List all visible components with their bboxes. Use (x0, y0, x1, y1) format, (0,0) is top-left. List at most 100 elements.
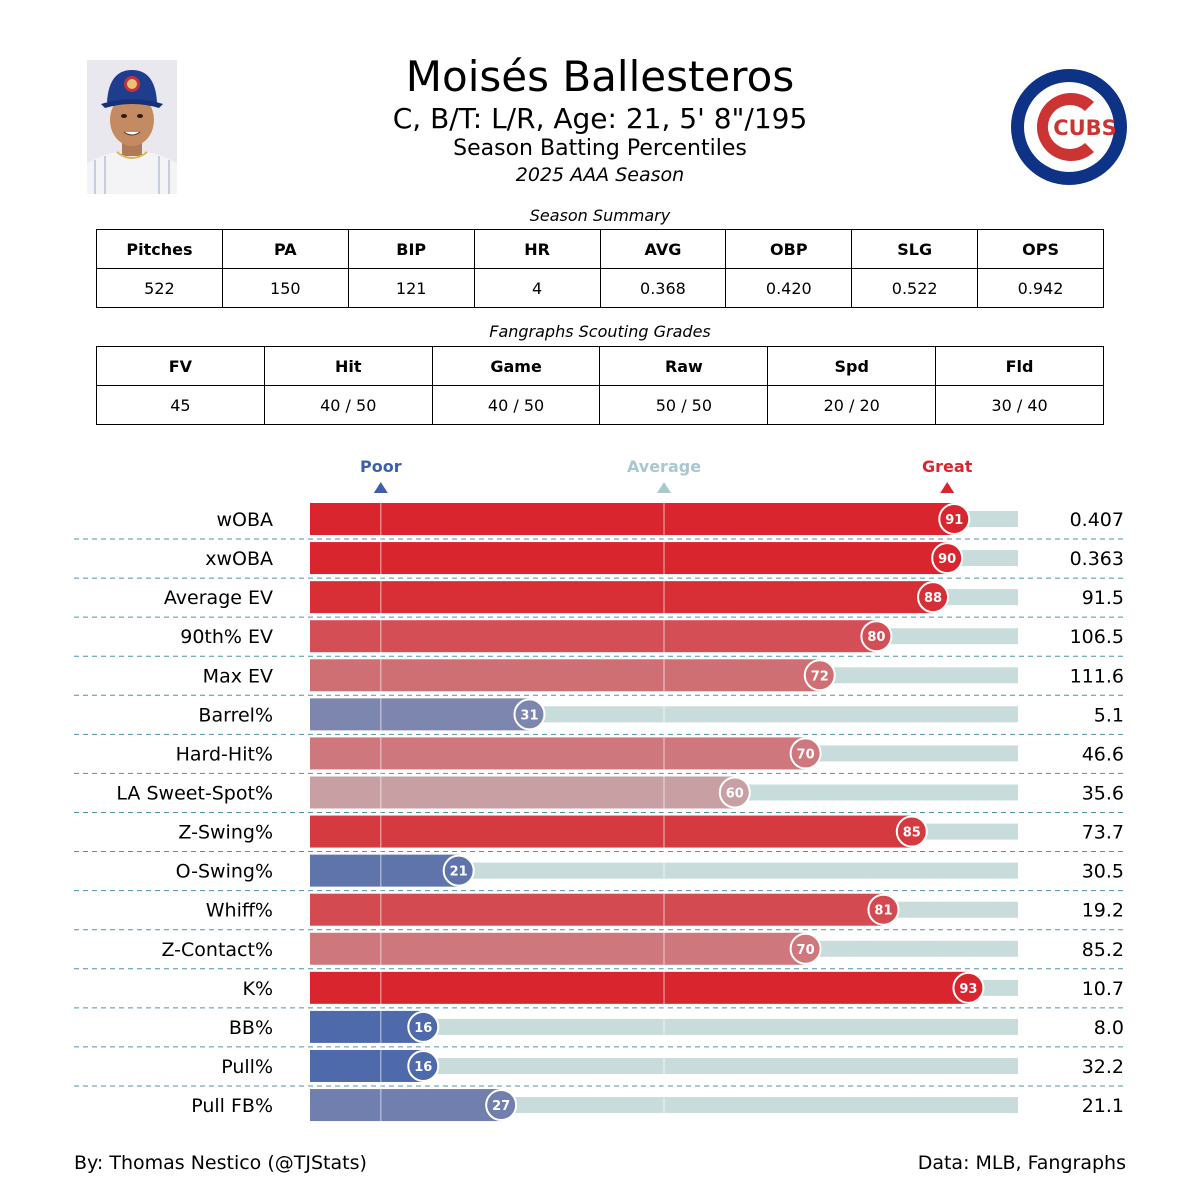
metric-label: Pull% (221, 1056, 273, 1078)
percentile-bar (310, 581, 934, 614)
scouting-header-cell: Hit (263, 346, 433, 386)
summary-value-cell: 0.942 (977, 268, 1104, 308)
metric-value: 21.1 (1082, 1095, 1124, 1117)
percentile-bar (310, 1049, 424, 1082)
summary-value-cell: 0.522 (851, 268, 979, 308)
percentile-badge (803, 659, 836, 692)
percentile-label: 93 (959, 982, 977, 997)
percentile-label: 81 (874, 904, 892, 919)
percentile-label: 31 (520, 708, 538, 723)
percentile-label: 16 (414, 1021, 432, 1036)
percentile-bar (310, 815, 912, 848)
percentile-bar (310, 854, 459, 887)
metric-label: Barrel% (198, 704, 273, 726)
metric-value: 8.0 (1094, 1017, 1124, 1039)
percentile-badge (513, 698, 546, 731)
percentile-label: 60 (726, 786, 744, 801)
marker-arrow-icon (373, 482, 388, 493)
chart-subtitle: Season Batting Percentiles (453, 136, 747, 161)
metric-value: 10.7 (1082, 978, 1124, 1000)
scouting-value-cell: 30 / 40 (935, 385, 1104, 425)
metric-value: 0.407 (1070, 509, 1124, 531)
scouting-value-cell: 45 (96, 385, 265, 425)
scouting-header-cell: Game (431, 346, 601, 386)
player-photo (87, 60, 177, 194)
season-label: 2025 AAA Season (515, 164, 685, 186)
metric-label: Hard-Hit% (176, 743, 273, 765)
metric-value: 32.2 (1082, 1056, 1124, 1078)
percentile-bar (310, 659, 820, 692)
percentile-badge (407, 1049, 440, 1082)
percentile-badge (867, 893, 900, 926)
percentile-badge (407, 1010, 440, 1043)
marker-label: Poor (360, 457, 402, 476)
marker-label: Average (627, 457, 701, 476)
percentile-badge (860, 620, 893, 653)
metric-label: 90th% EV (180, 626, 273, 648)
summary-value-cell: 0.368 (599, 268, 727, 308)
metric-value: 111.6 (1070, 665, 1124, 687)
percentile-badge (952, 971, 985, 1004)
metric-value: 30.5 (1082, 861, 1124, 883)
team-logo: CUBS (1010, 68, 1128, 186)
metric-label: Z-Contact% (161, 939, 273, 961)
percentile-bar (310, 1089, 502, 1122)
percentile-bar (310, 893, 884, 926)
metric-label: LA Sweet-Spot% (116, 782, 273, 804)
percentile-label: 88 (924, 591, 942, 606)
metric-label: Whiff% (206, 900, 273, 922)
percentile-badge (917, 581, 950, 614)
metric-value: 91.5 (1082, 587, 1124, 609)
summary-header-cell: OBP (725, 229, 853, 269)
summary-value-cell: 4 (473, 268, 601, 308)
metric-label: O-Swing% (176, 861, 273, 883)
metric-label: Pull FB% (191, 1095, 273, 1117)
summary-header-cell: Pitches (96, 229, 223, 269)
percentile-badge (442, 854, 475, 887)
metric-label: xwOBA (205, 548, 273, 570)
marker-label: Great (922, 457, 973, 476)
scouting-value-cell: 40 / 50 (431, 385, 601, 425)
metric-value: 19.2 (1082, 900, 1124, 922)
percentile-label: 72 (811, 669, 829, 684)
percentile-bar (310, 932, 806, 965)
percentile-label: 70 (797, 943, 815, 958)
marker-arrow-icon (940, 482, 955, 493)
percentile-badge (931, 542, 964, 575)
footer-credit: By: Thomas Nestico (@TJStats) (74, 1152, 367, 1174)
metric-value: 46.6 (1082, 743, 1124, 765)
percentile-badge (718, 776, 751, 809)
percentile-bar (310, 542, 948, 575)
percentile-label: 85 (903, 826, 921, 841)
summary-value-cell: 150 (221, 268, 349, 308)
scouting-header-cell: Fld (935, 346, 1104, 386)
percentile-bar (310, 620, 877, 653)
percentile-bar (310, 971, 969, 1004)
metric-label: wOBA (216, 509, 273, 531)
player-name: Moisés Ballesteros (405, 52, 795, 101)
percentile-bar (310, 1010, 424, 1043)
scouting-value-cell: 50 / 50 (599, 385, 769, 425)
footer-source: Data: MLB, Fangraphs (917, 1152, 1126, 1174)
scouting-value-cell: 40 / 50 (263, 385, 433, 425)
percentile-label: 80 (867, 630, 885, 645)
summary-header-cell: OPS (977, 229, 1104, 269)
percentile-bar (310, 737, 806, 770)
summary-header-cell: PA (221, 229, 349, 269)
marker-arrow-icon (657, 482, 671, 493)
percentile-label: 70 (797, 747, 815, 762)
percentile-badge (789, 932, 822, 965)
scouting-value-cell: 20 / 20 (767, 385, 937, 425)
percentile-badge (485, 1089, 518, 1122)
metric-label: BB% (229, 1017, 273, 1039)
player-bio: C, B/T: L/R, Age: 21, 5' 8"/195 (392, 102, 808, 135)
percentile-badge (895, 815, 928, 848)
metric-value: 35.6 (1082, 782, 1124, 804)
summary-table: Pitches PA BIP HR AVG OBP SLG OPS 522 150 121 4 0.3… (96, 229, 1104, 308)
percentile-badge (789, 737, 822, 770)
metric-label: Z-Swing% (178, 822, 273, 844)
summary-caption: Season Summary (529, 206, 671, 225)
scouting-table: FV Hit Game Raw Spd Fld 45 40 / 50 40 / 50 50 / … (96, 346, 1104, 425)
percentile-label: 16 (414, 1060, 432, 1075)
percentile-label: 90 (938, 552, 956, 567)
